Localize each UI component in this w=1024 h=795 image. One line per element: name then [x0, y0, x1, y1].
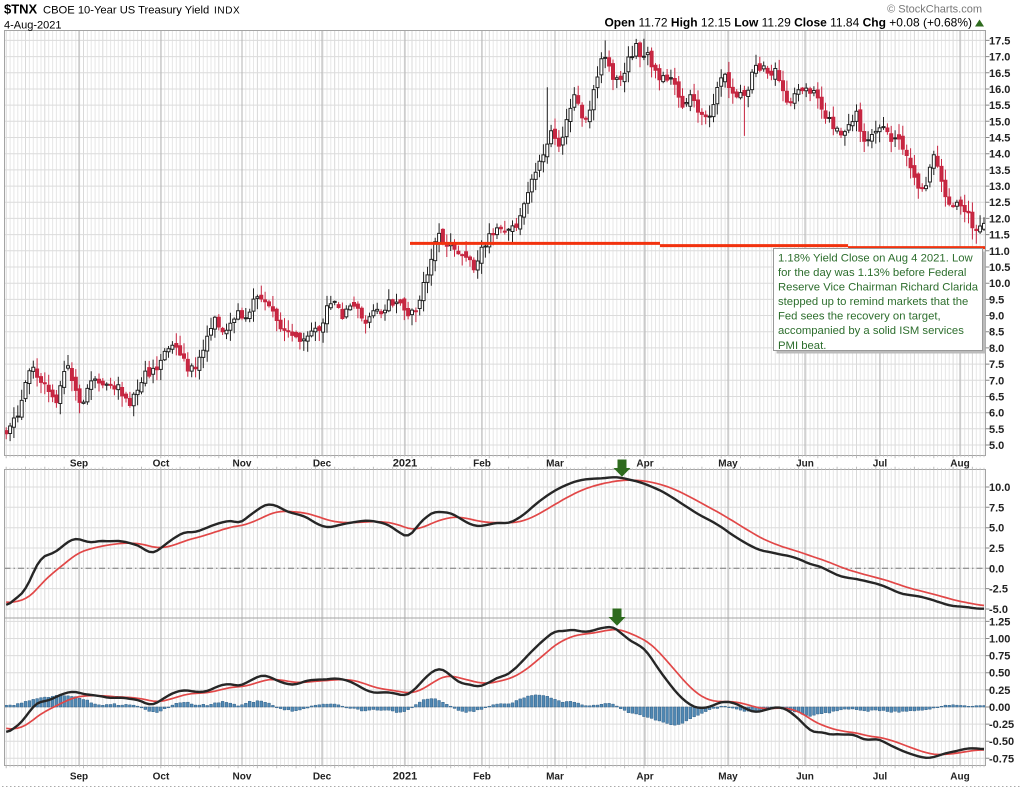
svg-text:10.0: 10.0 [989, 482, 1010, 494]
svg-text:8.0: 8.0 [989, 343, 1004, 355]
svg-text:1.00: 1.00 [989, 634, 1010, 646]
svg-text:16.5: 16.5 [989, 68, 1010, 80]
svg-text:0.75: 0.75 [989, 651, 1010, 663]
svg-text:15.0: 15.0 [989, 116, 1010, 128]
svg-text:5.0: 5.0 [989, 440, 1004, 452]
svg-text:12.0: 12.0 [989, 213, 1010, 225]
svg-text:Reserve Vice Chairman Richard: Reserve Vice Chairman Richard Clarida [778, 282, 979, 294]
svg-text:Mar: Mar [546, 459, 564, 470]
svg-text:12.5: 12.5 [989, 197, 1010, 209]
svg-text:10.0: 10.0 [989, 278, 1010, 290]
svg-text:Apr: Apr [636, 772, 653, 783]
svg-text:1.18% Yield Close on Aug 4 202: 1.18% Yield Close on Aug 4 2021. Low [778, 253, 974, 265]
svg-text:May: May [718, 459, 738, 470]
svg-text:17.5: 17.5 [989, 35, 1010, 47]
svg-text:0.00: 0.00 [989, 702, 1010, 714]
svg-text:9.0: 9.0 [989, 311, 1004, 323]
svg-text:Dec: Dec [313, 772, 332, 783]
svg-text:-0.50: -0.50 [989, 736, 1014, 748]
svg-text:stepped up to remind markets t: stepped up to remind markets that the [778, 296, 968, 308]
svg-text:8.5: 8.5 [989, 327, 1004, 339]
svg-text:7.5: 7.5 [989, 359, 1004, 371]
svg-text:Open 11.72 High 12.15 Low 11.2: Open 11.72 High 12.15 Low 11.29 Close 11… [604, 16, 972, 30]
svg-text:5.0: 5.0 [989, 523, 1004, 535]
svg-text:Feb: Feb [473, 459, 491, 470]
svg-text:13.5: 13.5 [989, 165, 1010, 177]
svg-text:INDX: INDX [214, 6, 240, 17]
svg-text:Aug: Aug [950, 772, 969, 783]
svg-text:Oct: Oct [153, 772, 170, 783]
svg-text:-2.5: -2.5 [989, 584, 1008, 596]
svg-text:16.0: 16.0 [989, 84, 1010, 96]
svg-text:Jul: Jul [873, 459, 888, 470]
svg-text:14.5: 14.5 [989, 133, 1010, 145]
svg-text:© StockCharts.com: © StockCharts.com [887, 4, 982, 16]
svg-text:0.50: 0.50 [989, 668, 1010, 680]
svg-text:accompanied by a solid ISM ser: accompanied by a solid ISM services [778, 325, 964, 337]
svg-text:Mar: Mar [546, 772, 564, 783]
svg-text:Jun: Jun [796, 772, 814, 783]
svg-text:2021: 2021 [393, 771, 417, 783]
svg-text:-0.25: -0.25 [989, 719, 1014, 731]
svg-text:2021: 2021 [393, 458, 417, 470]
svg-text:Apr: Apr [636, 459, 653, 470]
svg-text:6.0: 6.0 [989, 408, 1004, 420]
svg-text:13.0: 13.0 [989, 181, 1010, 193]
svg-text:-5.0: -5.0 [989, 604, 1008, 616]
svg-text:2.5: 2.5 [989, 543, 1004, 555]
svg-text:for the day was 1.13% before F: for the day was 1.13% before Federal [778, 267, 966, 279]
svg-text:15.5: 15.5 [989, 100, 1010, 112]
svg-text:7.5: 7.5 [989, 502, 1004, 514]
svg-text:PMI beat.: PMI beat. [778, 340, 826, 352]
svg-text:4-Aug-2021: 4-Aug-2021 [4, 20, 62, 32]
svg-text:11.5: 11.5 [989, 230, 1010, 242]
svg-text:$TNX: $TNX [4, 2, 38, 17]
svg-text:Jul: Jul [873, 772, 888, 783]
svg-text:Oct: Oct [153, 459, 170, 470]
svg-text:6.5: 6.5 [989, 392, 1004, 404]
svg-text:CBOE 10-Year US Treasury Yield: CBOE 10-Year US Treasury Yield [43, 5, 209, 17]
svg-text:Aug: Aug [950, 459, 969, 470]
svg-text:Fed sees the recovery on targe: Fed sees the recovery on target, [778, 311, 941, 323]
svg-text:Sep: Sep [70, 459, 88, 470]
svg-text:11.0: 11.0 [989, 246, 1010, 258]
svg-text:9.5: 9.5 [989, 294, 1004, 306]
svg-text:0.0: 0.0 [989, 563, 1004, 575]
svg-text:Feb: Feb [473, 772, 491, 783]
svg-text:Nov: Nov [233, 459, 252, 470]
svg-text:5.5: 5.5 [989, 424, 1004, 436]
svg-text:Dec: Dec [313, 459, 332, 470]
svg-text:-0.75: -0.75 [989, 753, 1014, 765]
svg-text:14.0: 14.0 [989, 149, 1010, 161]
svg-text:10.5: 10.5 [989, 262, 1010, 274]
svg-text:1.25: 1.25 [989, 616, 1010, 628]
svg-text:0.25: 0.25 [989, 685, 1010, 697]
svg-text:Nov: Nov [233, 772, 252, 783]
svg-text:May: May [718, 772, 738, 783]
svg-text:Sep: Sep [70, 772, 88, 783]
svg-text:Jun: Jun [796, 459, 814, 470]
svg-text:17.0: 17.0 [989, 52, 1010, 64]
svg-text:7.0: 7.0 [989, 375, 1004, 387]
